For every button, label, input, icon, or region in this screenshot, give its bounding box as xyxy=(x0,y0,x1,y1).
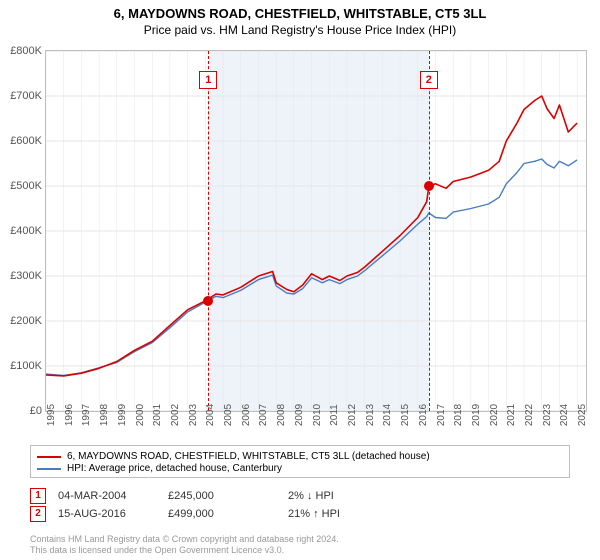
x-tick-label: 1995 xyxy=(46,404,57,426)
x-tick-label: 2002 xyxy=(170,404,181,426)
x-tick-label: 2003 xyxy=(188,404,199,426)
chart-subtitle: Price paid vs. HM Land Registry's House … xyxy=(0,23,600,37)
x-tick-label: 2008 xyxy=(276,404,287,426)
x-tick-label: 2023 xyxy=(542,404,553,426)
x-tick-label: 2010 xyxy=(312,404,323,426)
chart-svg xyxy=(46,51,586,411)
legend-item: 6, MAYDOWNS ROAD, CHESTFIELD, WHITSTABLE… xyxy=(37,451,563,462)
sale-diff: 2% ↓ HPI xyxy=(288,490,408,502)
y-tick-label: £600K xyxy=(10,135,42,147)
sale-price: £499,000 xyxy=(168,508,288,520)
chart-plot-area: 12£0£100K£200K£300K£400K£500K£600K£700K£… xyxy=(45,50,587,412)
x-tick-label: 2020 xyxy=(489,404,500,426)
legend-swatch xyxy=(37,468,61,470)
sale-diff: 21% ↑ HPI xyxy=(288,508,408,520)
event-badge-2: 2 xyxy=(420,71,438,89)
legend-label: HPI: Average price, detached house, Cant… xyxy=(67,463,282,474)
legend-swatch xyxy=(37,456,61,458)
y-tick-label: £800K xyxy=(10,45,42,57)
footer-line1: Contains HM Land Registry data © Crown c… xyxy=(30,534,339,545)
x-tick-label: 2012 xyxy=(347,404,358,426)
x-tick-label: 2019 xyxy=(471,404,482,426)
event-line-2 xyxy=(429,51,430,411)
x-tick-label: 2013 xyxy=(365,404,376,426)
x-tick-label: 2018 xyxy=(453,404,464,426)
sale-marker-1 xyxy=(203,296,213,306)
sale-badge: 1 xyxy=(30,488,46,504)
footer-line2: This data is licensed under the Open Gov… xyxy=(30,545,339,556)
sales-table: 1 04-MAR-2004£245,0002% ↓ HPI 2 15-AUG-2016… xyxy=(30,486,408,524)
x-tick-label: 2007 xyxy=(258,404,269,426)
sale-row: 1 04-MAR-2004£245,0002% ↓ HPI xyxy=(30,488,408,504)
y-tick-label: £200K xyxy=(10,315,42,327)
y-tick-label: £100K xyxy=(10,360,42,372)
sale-row: 2 15-AUG-2016£499,00021% ↑ HPI xyxy=(30,506,408,522)
x-tick-label: 1999 xyxy=(117,404,128,426)
legend-item: HPI: Average price, detached house, Cant… xyxy=(37,463,563,474)
x-tick-label: 2006 xyxy=(241,404,252,426)
y-tick-label: £0 xyxy=(30,405,42,417)
sale-price: £245,000 xyxy=(168,490,288,502)
sale-marker-2 xyxy=(424,181,434,191)
x-tick-label: 1997 xyxy=(81,404,92,426)
x-tick-label: 2017 xyxy=(436,404,447,426)
y-tick-label: £500K xyxy=(10,180,42,192)
x-tick-label: 2022 xyxy=(524,404,535,426)
x-tick-label: 1996 xyxy=(64,404,75,426)
event-line-1 xyxy=(208,51,209,411)
x-tick-label: 2011 xyxy=(329,404,340,426)
y-tick-label: £700K xyxy=(10,90,42,102)
event-badge-1: 1 xyxy=(199,71,217,89)
x-tick-label: 2016 xyxy=(418,404,429,426)
x-tick-label: 2025 xyxy=(577,404,588,426)
x-tick-label: 2001 xyxy=(152,404,163,426)
y-tick-label: £400K xyxy=(10,225,42,237)
x-tick-label: 2015 xyxy=(400,404,411,426)
legend-label: 6, MAYDOWNS ROAD, CHESTFIELD, WHITSTABLE… xyxy=(67,451,430,462)
x-tick-label: 2005 xyxy=(223,404,234,426)
x-tick-label: 2024 xyxy=(559,404,570,426)
footer-attribution: Contains HM Land Registry data © Crown c… xyxy=(30,534,339,557)
chart-title: 6, MAYDOWNS ROAD, CHESTFIELD, WHITSTABLE… xyxy=(0,6,600,21)
x-tick-label: 2004 xyxy=(205,404,216,426)
sale-badge: 2 xyxy=(30,506,46,522)
x-tick-label: 1998 xyxy=(99,404,110,426)
x-tick-label: 2014 xyxy=(382,404,393,426)
y-tick-label: £300K xyxy=(10,270,42,282)
legend: 6, MAYDOWNS ROAD, CHESTFIELD, WHITSTABLE… xyxy=(30,445,570,478)
sale-date: 04-MAR-2004 xyxy=(58,490,168,502)
x-tick-label: 2021 xyxy=(506,404,517,426)
sale-date: 15-AUG-2016 xyxy=(58,508,168,520)
x-tick-label: 2000 xyxy=(135,404,146,426)
x-tick-label: 2009 xyxy=(294,404,305,426)
